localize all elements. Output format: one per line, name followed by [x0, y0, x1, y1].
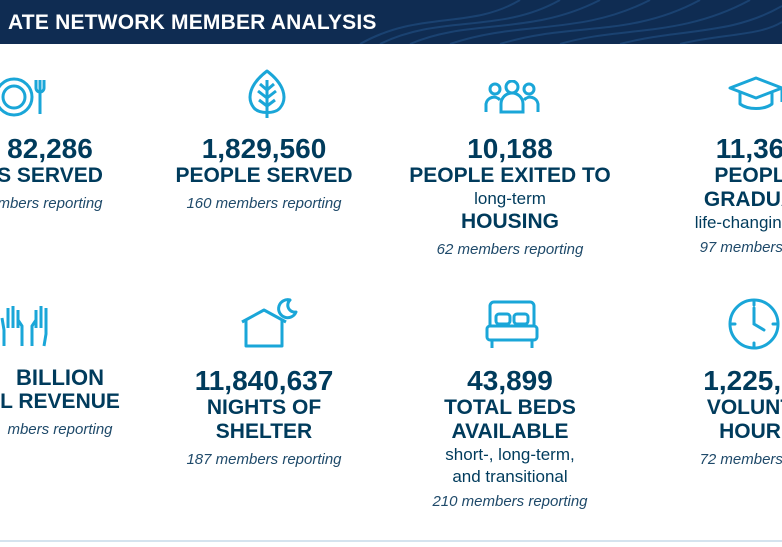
stat-subtext: long-term [474, 189, 546, 208]
stat-subtext: short-, long-term, [445, 445, 575, 464]
stat-label: NIGHTS OF [206, 396, 322, 419]
graduation-cap-icon [728, 74, 782, 118]
clock-icon [726, 296, 782, 352]
stat-number: 1,225,0 [703, 365, 782, 396]
stat-subtext-secondary: and transitional [452, 467, 568, 486]
stat-reporting: 72 members re [699, 451, 782, 468]
raised-hands-icon [0, 300, 50, 350]
stat-label: PEOPL [714, 164, 782, 187]
header-banner: ATE NETWORK MEMBER ANALYSIS [0, 0, 782, 44]
stat-total-revenue: BILLION L REVENUE mbers reporting [0, 366, 140, 440]
page-title: ATE NETWORK MEMBER ANALYSIS [8, 11, 377, 34]
bed-icon [484, 300, 540, 350]
stat-reporting: 210 members reporting [432, 493, 588, 510]
stat-number: 43,899 [467, 365, 553, 396]
stat-label: PEOPLE SERVED [175, 164, 353, 187]
stat-number: 10,188 [467, 133, 553, 164]
stat-label: TOTAL BEDS [444, 396, 576, 419]
stat-label-secondary: AVAILABLE [451, 420, 569, 443]
stat-reporting: mbers reporting [7, 421, 113, 438]
stat-label: VOLUNT [706, 396, 782, 419]
stat-reporting: 160 members reporting [186, 195, 342, 212]
stat-reporting: mbers reporting [0, 195, 103, 212]
stat-label: PEOPLE EXITED TO [409, 164, 611, 187]
stat-label-secondary: HOUSING [460, 210, 559, 233]
stat-graduates: 11,36 PEOPL GRADUA life-changing p 97 me… [640, 134, 782, 258]
stat-nights-of-shelter: 11,840,637 NIGHTS OF SHELTER 187 members… [164, 366, 364, 470]
stat-number: BILLION [16, 365, 104, 390]
wave-pattern-decoration [359, 0, 782, 44]
stat-reporting: 97 members re [699, 239, 782, 256]
stat-reporting: 62 members reporting [436, 241, 584, 258]
stat-label: S SERVED [0, 164, 103, 187]
leaf-icon [244, 68, 290, 120]
stat-meals-served: 82,286 S SERVED mbers reporting [0, 134, 130, 214]
bottom-divider [0, 540, 782, 542]
people-group-icon [484, 80, 540, 116]
stat-volunteer-hours: 1,225,0 VOLUNT HOUR 72 members re [650, 366, 782, 470]
shelter-moon-icon [238, 296, 300, 348]
stat-number: 82,286 [7, 133, 93, 164]
stat-label-secondary: GRADUA [703, 188, 782, 211]
stat-total-beds: 43,899 TOTAL BEDS AVAILABLE short-, long… [400, 366, 620, 512]
stat-label-secondary: SHELTER [215, 420, 313, 443]
stat-subtext: life-changing p [694, 213, 782, 232]
stat-number: 1,829,560 [201, 133, 327, 164]
stat-reporting: 187 members reporting [186, 451, 342, 468]
stat-people-served: 1,829,560 PEOPLE SERVED 160 members repo… [164, 134, 364, 214]
stat-exited-to-housing: 10,188 PEOPLE EXITED TO long-term HOUSIN… [390, 134, 630, 260]
stat-number: 11,36 [715, 133, 782, 164]
stat-number: 11,840,637 [194, 365, 334, 396]
stat-label-secondary: HOUR [719, 420, 781, 443]
plate-fork-icon [0, 74, 52, 120]
stat-label: L REVENUE [0, 390, 120, 413]
